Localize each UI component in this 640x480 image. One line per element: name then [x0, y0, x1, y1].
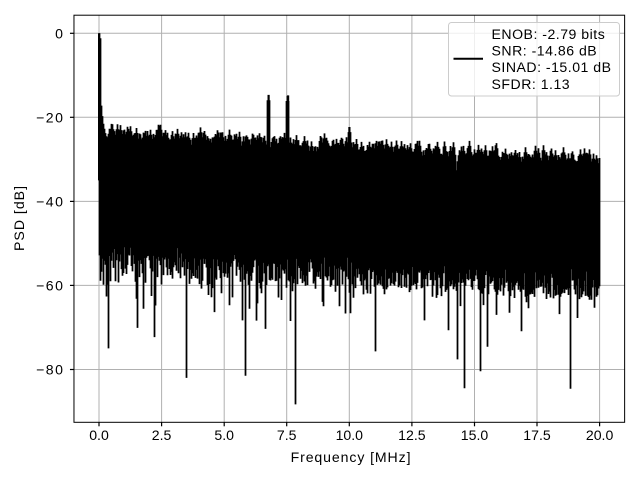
- svg-text:20.0: 20.0: [586, 427, 614, 443]
- svg-text:0: 0: [55, 26, 64, 42]
- svg-text:12.5: 12.5: [398, 427, 426, 443]
- svg-text:Frequency [MHz]: Frequency [MHz]: [291, 449, 412, 465]
- svg-text:15.0: 15.0: [461, 427, 489, 443]
- svg-text:SFDR: 1.13: SFDR: 1.13: [492, 76, 571, 92]
- svg-text:SINAD: -15.01 dB: SINAD: -15.01 dB: [492, 59, 612, 75]
- svg-text:0.0: 0.0: [89, 427, 109, 443]
- svg-text:−20: −20: [36, 110, 64, 126]
- svg-text:−40: −40: [36, 194, 64, 210]
- svg-text:5.0: 5.0: [214, 427, 234, 443]
- svg-text:−60: −60: [36, 278, 64, 294]
- svg-text:10.0: 10.0: [336, 427, 364, 443]
- svg-text:17.5: 17.5: [523, 427, 551, 443]
- svg-text:2.5: 2.5: [152, 427, 172, 443]
- svg-text:SNR: -14.86 dB: SNR: -14.86 dB: [492, 43, 598, 59]
- svg-text:7.5: 7.5: [277, 427, 297, 443]
- svg-text:ENOB: -2.79 bits: ENOB: -2.79 bits: [492, 26, 606, 42]
- svg-text:PSD [dB]: PSD [dB]: [11, 185, 27, 251]
- svg-text:−80: −80: [36, 362, 64, 378]
